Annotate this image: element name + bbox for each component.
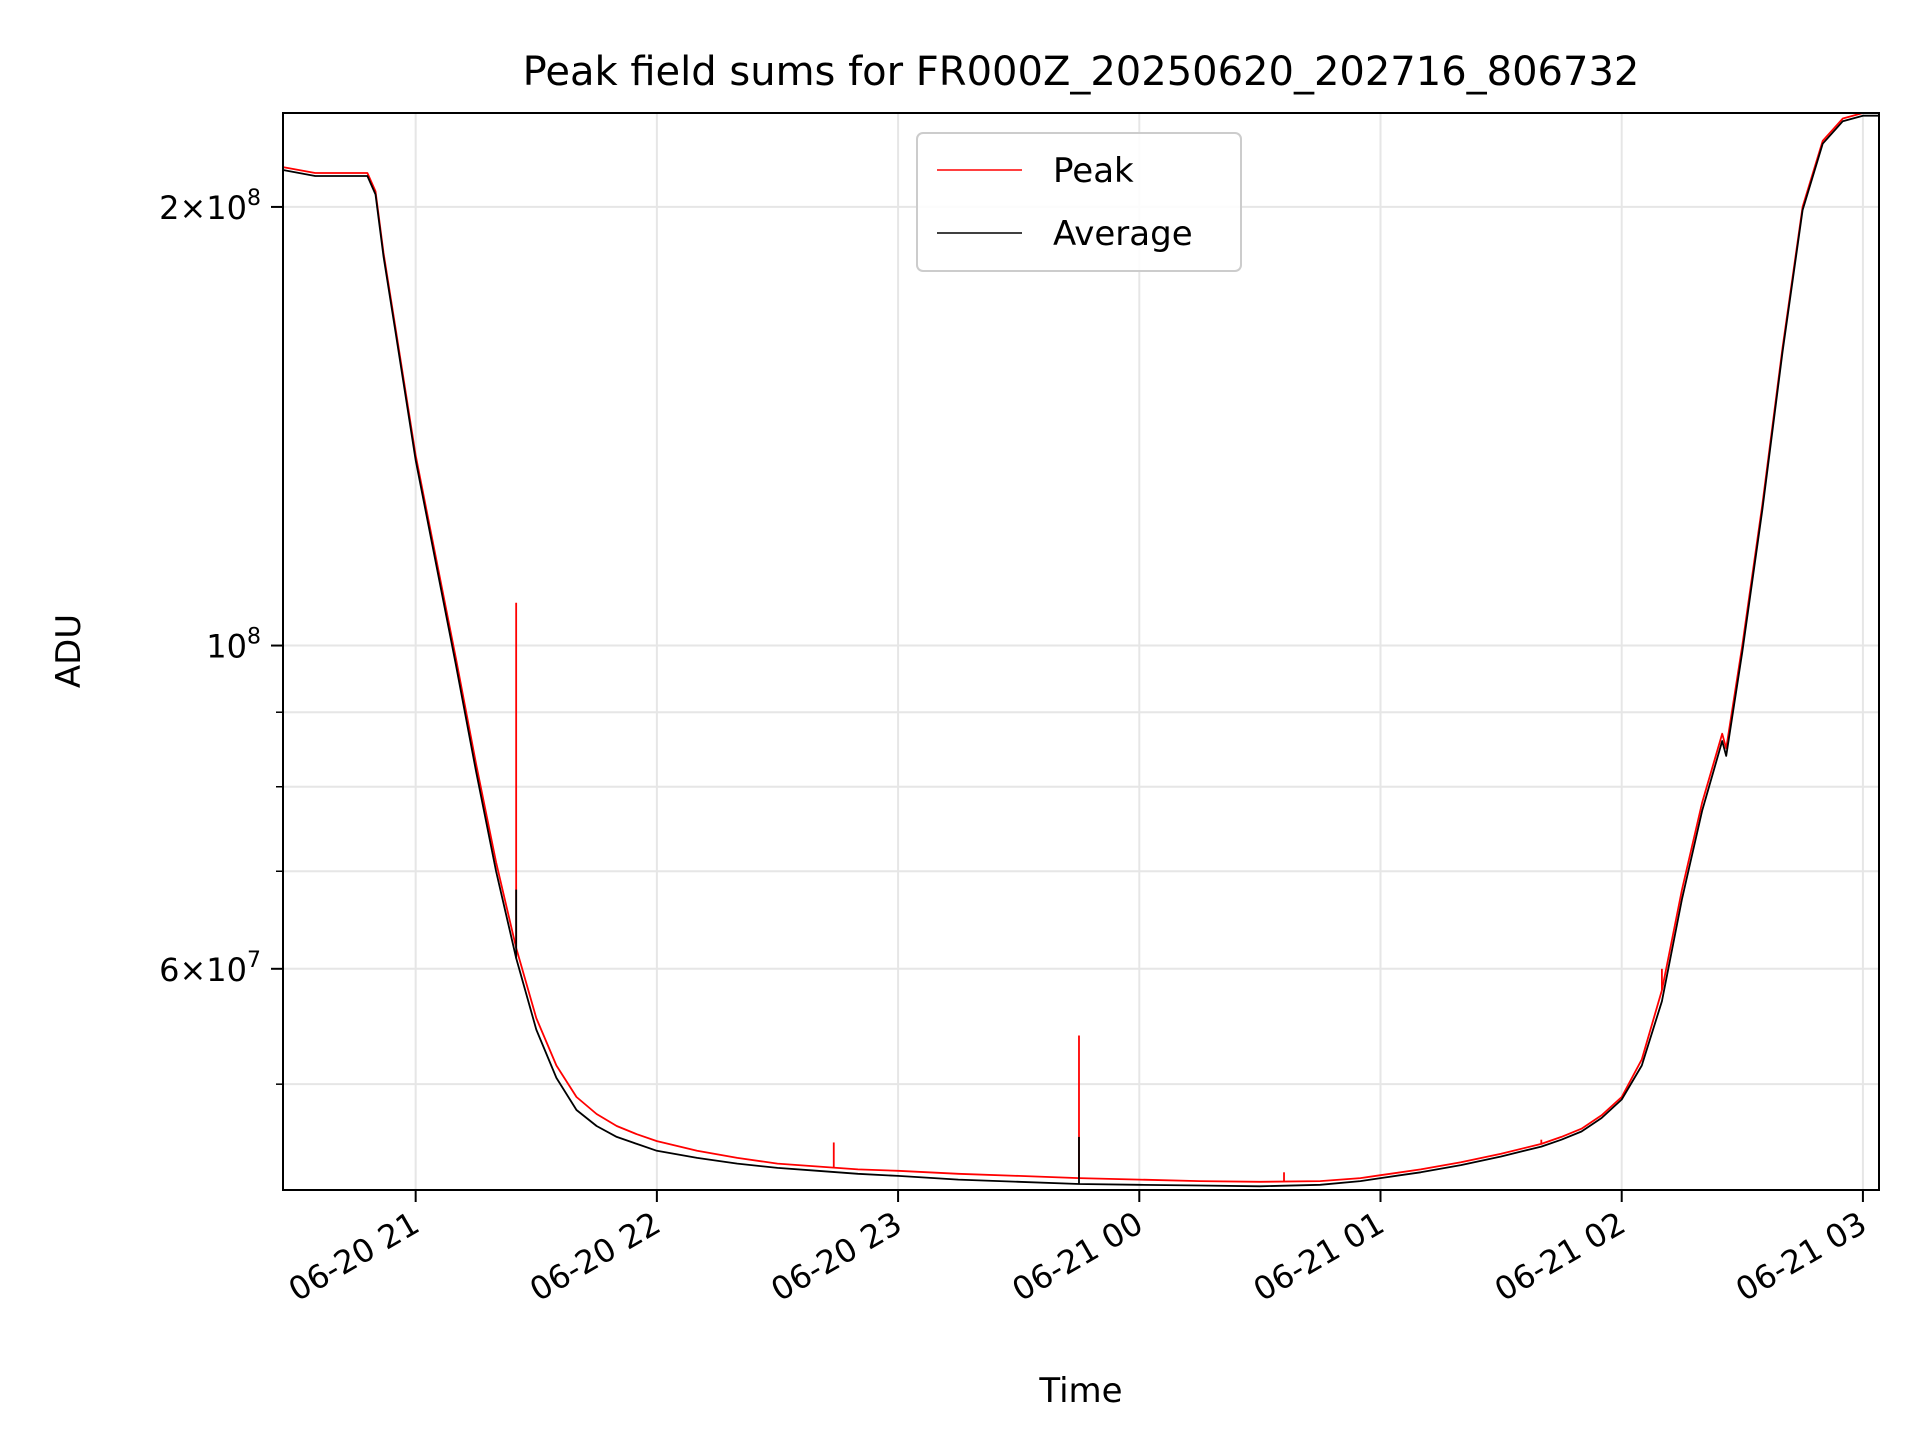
x-axis-label: Time xyxy=(1038,1371,1122,1411)
chart-title: Peak field sums for FR000Z_20250620_2027… xyxy=(523,49,1640,95)
plot-series xyxy=(282,112,1879,1188)
y-tick-label: 6×107 xyxy=(159,948,261,989)
legend-label-peak: Peak xyxy=(1053,151,1134,191)
plot-frame xyxy=(282,112,1880,1191)
legend-box xyxy=(916,132,1242,272)
y-tick-label: 108 xyxy=(206,625,261,666)
legend: Peak Average xyxy=(916,132,1242,272)
y-axis-label: ADU xyxy=(49,614,89,688)
legend-label-average: Average xyxy=(1053,214,1193,254)
y-tick-label: 2×108 xyxy=(159,186,261,227)
